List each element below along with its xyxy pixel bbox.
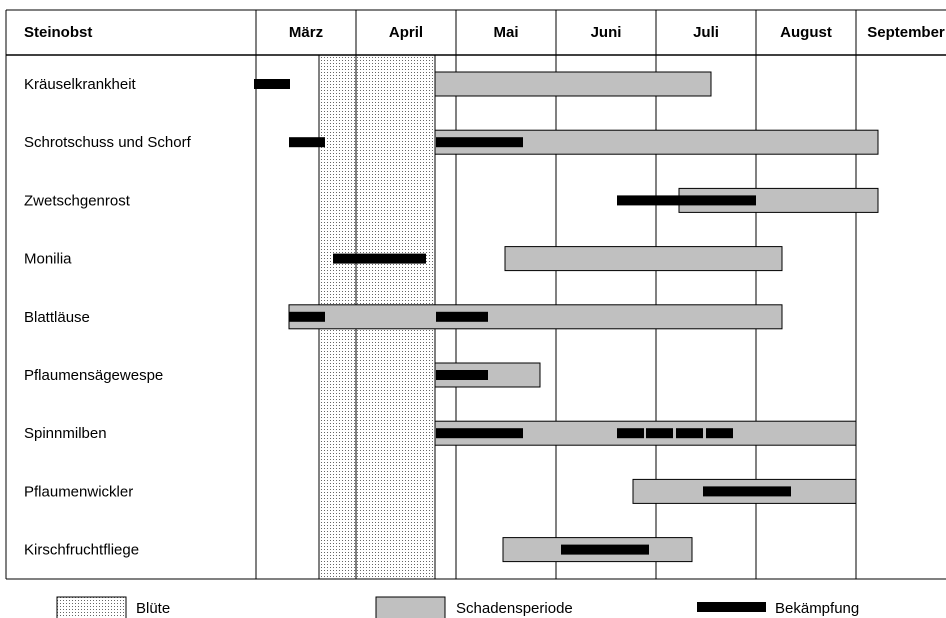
month-header: Juni xyxy=(591,24,622,41)
control-bar xyxy=(703,486,791,497)
legend-damage-label: Schadensperiode xyxy=(456,600,573,617)
damage-bar xyxy=(288,304,783,330)
row-label: Pflaumenwickler xyxy=(24,483,133,500)
row-label: Monilia xyxy=(24,251,72,268)
control-bar xyxy=(617,195,756,206)
control-bar xyxy=(617,428,644,439)
control-bar xyxy=(436,428,523,439)
row-label: Kirschfruchtfliege xyxy=(24,542,139,559)
row-label: Schrotschuss und Schorf xyxy=(24,134,192,151)
legend-bloom-swatch xyxy=(56,596,127,618)
bars-layer xyxy=(254,71,879,563)
month-header: August xyxy=(780,24,832,41)
control-bar xyxy=(676,428,703,439)
control-bar xyxy=(436,311,488,322)
row-label: Pflaumensägewespe xyxy=(24,367,163,384)
month-header: September xyxy=(867,24,945,41)
month-header: Juli xyxy=(693,24,719,41)
control-bar xyxy=(289,137,325,148)
row-label: Blattläuse xyxy=(24,309,90,326)
legend: Blüte Schadensperiode Bekämpfung xyxy=(56,596,859,618)
control-bar xyxy=(436,137,523,148)
month-header: März xyxy=(289,24,323,41)
grid-layer xyxy=(5,9,946,580)
control-bar xyxy=(561,544,649,555)
month-header: April xyxy=(389,24,423,41)
row-labels: Kräuselkrankheit Schrotschuss und Schorf Z… xyxy=(24,76,192,559)
row-label: Spinnmilben xyxy=(24,425,107,442)
control-bar xyxy=(254,79,290,89)
control-bar xyxy=(646,428,673,439)
chart-title: Steinobst xyxy=(24,24,92,41)
damage-bar xyxy=(434,71,712,97)
row-label: Kräuselkrankheit xyxy=(24,76,137,93)
month-headers: März April Mai Juni Juli August September xyxy=(289,24,945,41)
month-header: Mai xyxy=(493,24,518,41)
control-bar xyxy=(289,311,325,322)
legend-control-label: Bekämpfung xyxy=(775,600,859,617)
damage-bar xyxy=(504,246,783,272)
legend-bloom-label: Blüte xyxy=(136,600,170,617)
legend-control-swatch xyxy=(697,602,766,612)
control-bar xyxy=(333,253,426,264)
control-bar xyxy=(706,428,733,439)
control-bar xyxy=(436,370,488,380)
legend-damage-swatch xyxy=(375,596,446,618)
row-label: Zwetschgenrost xyxy=(24,192,131,209)
